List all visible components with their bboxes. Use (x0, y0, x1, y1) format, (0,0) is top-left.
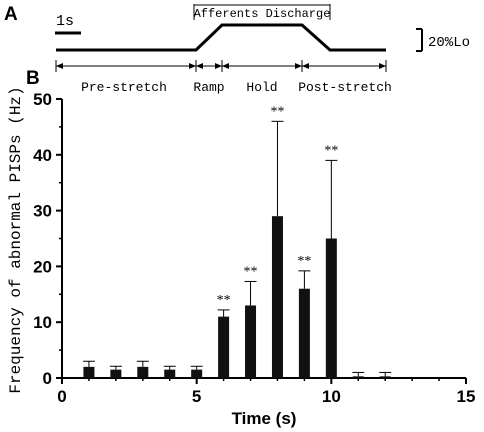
y-tick-label-5: 50 (33, 90, 52, 109)
significance-8: ** (270, 104, 284, 119)
y-tick-label-0: 0 (43, 369, 52, 388)
bar-7 (245, 305, 257, 378)
x-axis-title: Time (s) (232, 409, 297, 428)
bar-2 (110, 369, 122, 378)
bar-5 (191, 369, 203, 378)
significance-6: ** (217, 293, 231, 308)
significance-7: ** (244, 264, 258, 279)
amplitude-label: 20%Lo (428, 35, 470, 51)
plot-area: 0 10 20 30 40 50 0 5 10 15 ** ** ** ** ** (33, 90, 475, 406)
phase-timeline: Pre-stretch Ramp Hold Post-stretch (55, 60, 392, 95)
bar-12 (379, 376, 391, 378)
y-tick-label-2: 20 (33, 257, 52, 276)
stretch-trace (56, 23, 386, 52)
y-axis-title: Frequency of abnormal PISPs (Hz) (7, 86, 25, 393)
x-tick-label-1: 5 (192, 387, 201, 406)
significance-10: ** (324, 143, 338, 158)
significance-9: ** (297, 254, 311, 269)
phase-hold: Hold (246, 80, 277, 95)
y-tick-label-3: 30 (33, 202, 52, 221)
panel-a: A 1s Afferents Discharge 20%Lo (4, 4, 470, 95)
discharge-label: Afferents Discharge (194, 7, 331, 21)
bar-6 (218, 316, 230, 378)
x-tick-label-0: 0 (57, 387, 66, 406)
x-tick-label-2: 10 (322, 387, 341, 406)
bar-11 (352, 376, 364, 378)
bar-9 (298, 288, 310, 378)
y-tick-label-4: 40 (33, 146, 52, 165)
bar-8 (271, 216, 283, 378)
panel-b-letter: B (26, 68, 40, 89)
bar-1 (83, 366, 95, 378)
panel-b: B 0 10 20 30 40 50 0 5 10 15 ** ** ** ** ** Frequency … (7, 68, 475, 428)
phase-pre-stretch: Pre-stretch (81, 80, 167, 95)
time-scale-label: 1s (56, 13, 74, 30)
y-tick-label-1: 10 (33, 313, 52, 332)
phase-post-stretch: Post-stretch (298, 80, 392, 95)
bar-3 (137, 366, 149, 378)
bar-10 (325, 238, 337, 378)
x-tick-label-3: 15 (457, 387, 476, 406)
bar-4 (164, 369, 176, 378)
phase-ramp: Ramp (193, 80, 224, 95)
panel-a-letter: A (4, 4, 18, 25)
